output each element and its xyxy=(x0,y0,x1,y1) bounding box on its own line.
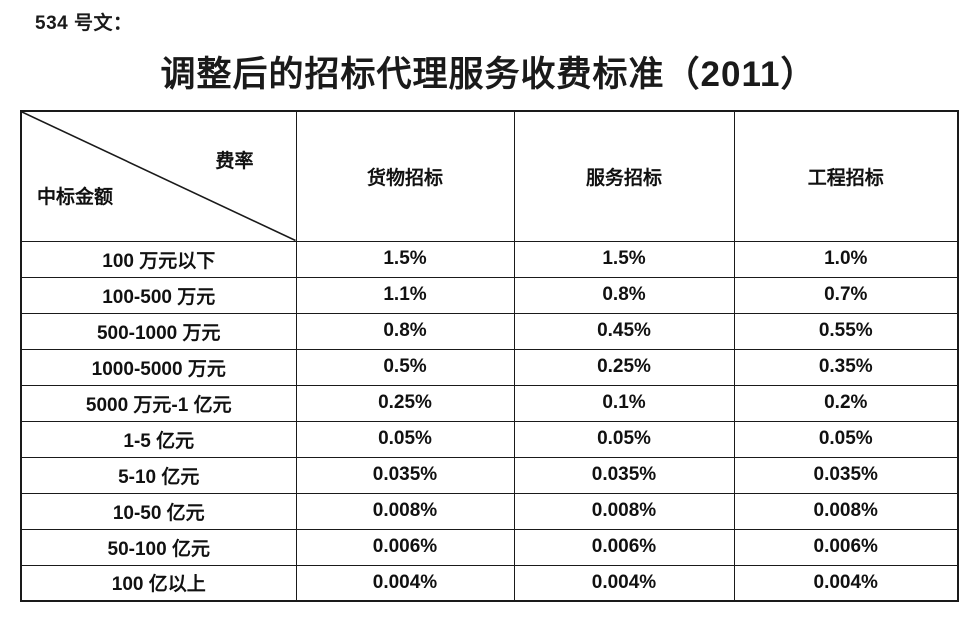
page-title: 调整后的招标代理服务收费标准（2011） xyxy=(160,55,817,94)
corner-label-rate: 费率 xyxy=(215,151,254,172)
corner-label-amount: 中标金额 xyxy=(37,186,114,208)
column-header-goods: 货物招标 xyxy=(295,110,515,242)
cell-value: 0.05% xyxy=(295,420,515,458)
column-header-services: 服务招标 xyxy=(513,110,735,242)
table-row: 5-10 亿元 0.035% 0.035% 0.035% xyxy=(20,456,959,494)
row-label: 10-50 亿元 xyxy=(20,492,297,530)
table-row: 50-100 亿元 0.006% 0.006% 0.006% xyxy=(20,528,959,566)
table-row: 100 亿以上 0.004% 0.004% 0.004% xyxy=(20,564,959,602)
table-row: 10-50 亿元 0.008% 0.008% 0.008% xyxy=(20,492,959,530)
cell-value: 0.006% xyxy=(295,528,515,566)
cell-value: 0.1% xyxy=(513,384,735,422)
cell-value: 0.035% xyxy=(295,456,515,494)
cell-value: 1.0% xyxy=(733,240,959,278)
cell-value: 0.25% xyxy=(295,384,515,422)
row-label: 1000-5000 万元 xyxy=(20,348,297,386)
row-label: 100-500 万元 xyxy=(20,276,297,314)
cell-value: 1.5% xyxy=(295,240,515,278)
cell-value: 0.7% xyxy=(733,276,959,314)
cell-value: 0.35% xyxy=(733,348,959,386)
diagonal-divider-line xyxy=(22,112,295,240)
table-row: 500-1000 万元 0.8% 0.45% 0.55% xyxy=(20,312,959,350)
cell-value: 0.008% xyxy=(733,492,959,530)
cell-value: 1.5% xyxy=(513,240,735,278)
row-label: 500-1000 万元 xyxy=(20,312,297,350)
cell-value: 0.45% xyxy=(513,312,735,350)
row-label: 5-10 亿元 xyxy=(20,456,297,494)
cell-value: 0.004% xyxy=(295,564,515,602)
cell-value: 0.006% xyxy=(513,528,735,566)
cell-value: 0.55% xyxy=(733,312,959,350)
cell-value: 0.8% xyxy=(295,312,515,350)
cell-value: 0.035% xyxy=(513,456,735,494)
cell-value: 0.004% xyxy=(733,564,959,602)
table-row: 1-5 亿元 0.05% 0.05% 0.05% xyxy=(20,420,959,458)
cell-value: 0.2% xyxy=(733,384,959,422)
row-label: 50-100 亿元 xyxy=(20,528,297,566)
cell-value: 0.25% xyxy=(513,348,735,386)
row-label: 100 万元以下 xyxy=(20,240,297,278)
row-label: 1-5 亿元 xyxy=(20,420,297,458)
cell-value: 1.1% xyxy=(295,276,515,314)
cell-value: 0.006% xyxy=(733,528,959,566)
cell-value: 0.05% xyxy=(513,420,735,458)
table-row: 100-500 万元 1.1% 0.8% 0.7% xyxy=(20,276,959,314)
cell-value: 0.05% xyxy=(733,420,959,458)
row-label: 5000 万元-1 亿元 xyxy=(20,384,297,422)
cell-value: 0.8% xyxy=(513,276,735,314)
document-ref-label: 534 号文： xyxy=(35,13,133,34)
table-row: 100 万元以下 1.5% 1.5% 1.0% xyxy=(20,240,959,278)
cell-value: 0.5% xyxy=(295,348,515,386)
cell-value: 0.008% xyxy=(295,492,515,530)
cell-value: 0.004% xyxy=(513,564,735,602)
fee-standard-table: 费率 中标金额 货物招标 服务招标 工程招标 100 万元以下 1.5% 1.5… xyxy=(20,110,959,602)
table-row: 5000 万元-1 亿元 0.25% 0.1% 0.2% xyxy=(20,384,959,422)
column-header-engineering: 工程招标 xyxy=(733,110,959,242)
cell-value: 0.008% xyxy=(513,492,735,530)
row-label: 100 亿以上 xyxy=(20,564,297,602)
table-header-row: 费率 中标金额 货物招标 服务招标 工程招标 xyxy=(20,110,959,242)
diagonal-corner-cell: 费率 中标金额 xyxy=(20,110,297,242)
cell-value: 0.035% xyxy=(733,456,959,494)
table-row: 1000-5000 万元 0.5% 0.25% 0.35% xyxy=(20,348,959,386)
